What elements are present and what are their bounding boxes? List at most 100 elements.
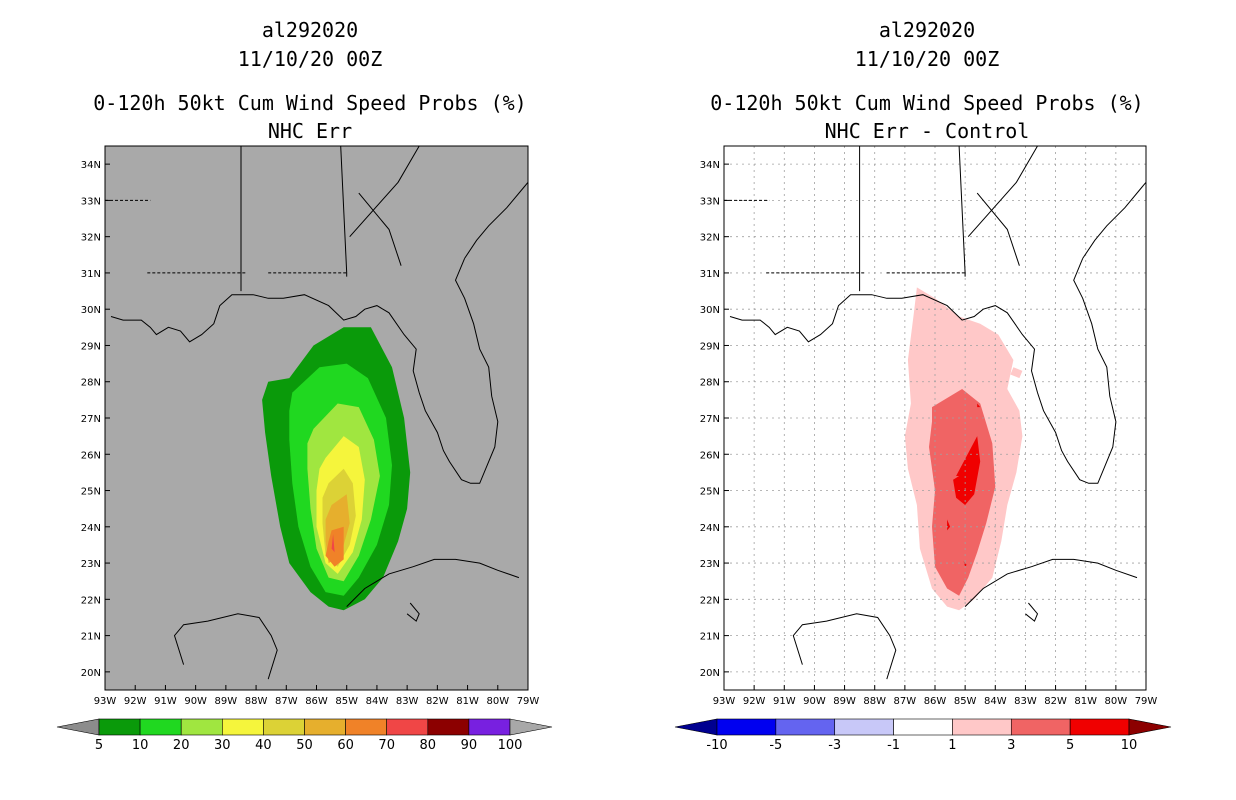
x-tick-label: 91W (773, 696, 796, 707)
map-plot-area: 93W 92W 91W 90W 89W 88W 87W 86W 85W 84W 83W 82W 81W 8… (700, 145, 1158, 707)
x-tick-label: 88W (245, 696, 268, 707)
coastline (173, 613, 278, 680)
coastline (1082, 181, 1146, 259)
coastline (349, 146, 420, 238)
coastline (1025, 602, 1039, 622)
x-tick-label: 81W (456, 696, 479, 707)
x-tick-label: 82W (426, 696, 449, 707)
y-tick-label: 26N (700, 450, 720, 461)
y-tick-label: 31N (700, 269, 720, 280)
chart-title-line-1: al292020 (262, 18, 358, 42)
colorbar-label: 3 (1007, 738, 1015, 753)
y-tick-label: 33N (81, 196, 101, 207)
coastline (976, 192, 1020, 266)
x-tick-label: 93W (713, 696, 736, 707)
coastline (464, 181, 528, 259)
y-tick-label: 21N (81, 632, 101, 643)
x-tick-label: 89W (833, 696, 856, 707)
chart-title-line-4: NHC Err (268, 119, 352, 143)
coastline (358, 192, 402, 266)
colorbar-swatch (893, 718, 953, 736)
y-tick-label: 25N (700, 487, 720, 498)
colorbar-swatch (386, 718, 429, 736)
colorbar-label: 10 (1121, 738, 1138, 753)
y-tick-label: 25N (81, 487, 101, 498)
contour-5-percent (977, 403, 981, 408)
coastline (110, 258, 499, 484)
chart-title-line-1: al292020 (879, 18, 975, 42)
colorbar-label: -5 (769, 738, 782, 753)
colorbar-label: 40 (255, 738, 272, 753)
x-tick-label: 90W (184, 696, 207, 707)
x-tick-label: 88W (863, 696, 886, 707)
contour-70-percent (331, 534, 335, 553)
colorbar-label: 80 (420, 738, 437, 753)
colorbar-label: 100 (498, 738, 523, 753)
x-tick-label: 86W (924, 696, 947, 707)
colorbar: -10 -5 -3 -1 1 3 5 10 (674, 718, 1172, 753)
colorbar-swatch (427, 718, 470, 736)
chart-panel-left: al292020 11/10/20 00Z 0-120h 50kt Cum Wi… (56, 18, 553, 753)
y-tick-label: 26N (81, 450, 101, 461)
x-tick-label: 85W (335, 696, 358, 707)
colorbar-swatch (775, 718, 836, 736)
colorbar-swatch (263, 718, 305, 736)
y-tick-label: 24N (81, 523, 101, 534)
contour-5-percent (947, 519, 951, 531)
y-tick-label: 34N (700, 160, 720, 171)
chart-panel-right: al292020 11/10/20 00Z 0-120h 50kt Cum Wi… (674, 18, 1172, 753)
y-tick-label: 28N (81, 378, 101, 389)
coastline (967, 146, 1038, 238)
x-tick-label: 91W (154, 696, 177, 707)
contour-60-percent (325, 526, 344, 567)
colorbar-swatch (222, 718, 264, 736)
y-tick-label: 28N (700, 378, 720, 389)
chart-title-line-2: 11/10/20 00Z (238, 47, 383, 71)
colorbar-swatch (1010, 718, 1071, 736)
x-tick-label: 92W (743, 696, 766, 707)
colorbar-label: 70 (378, 738, 395, 753)
y-tick-label: 34N (81, 160, 101, 171)
y-tick-label: 27N (700, 414, 720, 425)
contour-5-percent (963, 561, 967, 567)
y-tick-label: 30N (700, 305, 720, 316)
colorbar-label: -1 (887, 738, 900, 753)
colorbar-swatch (468, 718, 511, 736)
x-tick-label: 79W (1135, 696, 1158, 707)
coastline (729, 258, 1117, 484)
colorbar-label: 50 (296, 738, 313, 753)
colorbar-arrow-low (674, 718, 718, 736)
coastline (792, 613, 897, 680)
y-tick-label: 20N (81, 668, 101, 679)
x-tick-label: 83W (1014, 696, 1037, 707)
y-tick-label: 30N (81, 305, 101, 316)
x-tick-label: 89W (215, 696, 238, 707)
x-tick-label: 85W (954, 696, 977, 707)
colorbar-swatch (139, 718, 182, 736)
y-tick-label: 24N (700, 523, 720, 534)
colorbar-swatch (1069, 718, 1130, 736)
y-tick-label: 20N (700, 668, 720, 679)
colorbar-label: 90 (461, 738, 478, 753)
x-tick-label: 83W (396, 696, 419, 707)
colorbar-arrow-high (509, 718, 553, 736)
colorbar-swatch (98, 718, 141, 736)
y-tick-label: 33N (700, 196, 720, 207)
contour-5-percent (953, 436, 981, 505)
colorbar-label: 60 (337, 738, 354, 753)
x-tick-label: 84W (366, 696, 389, 707)
map-plot-area: 93W 92W 91W 90W 89W 88W 87W 86W 85W 84W 83W 82W 81W 8… (81, 145, 540, 707)
chart-title-line-3: 0-120h 50kt Cum Wind Speed Probs (%) (93, 91, 526, 115)
y-tick-label: 23N (81, 559, 101, 570)
y-tick-label: 27N (81, 414, 101, 425)
colorbar-label: -3 (828, 738, 841, 753)
coastline (406, 602, 420, 622)
x-tick-label: 80W (1105, 696, 1128, 707)
colorbar-swatch (304, 718, 346, 736)
x-tick-label: 86W (305, 696, 328, 707)
x-tick-label: 79W (517, 696, 540, 707)
colorbar-swatch (716, 718, 777, 736)
y-tick-label: 29N (700, 341, 720, 352)
map-layers (105, 146, 528, 680)
